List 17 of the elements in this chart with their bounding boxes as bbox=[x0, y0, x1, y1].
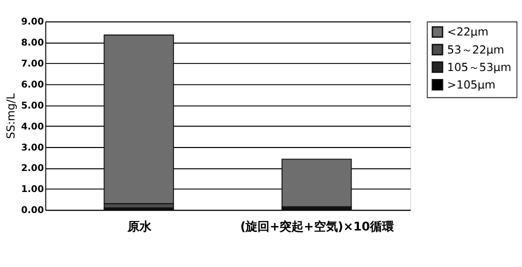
y-tick-label: 4.00 bbox=[21, 121, 44, 132]
y-tick-label: 5.00 bbox=[21, 100, 44, 112]
legend-label: >105μm bbox=[447, 78, 496, 92]
y-tick-label: 2.00 bbox=[21, 163, 44, 174]
y-tick-label: 3.00 bbox=[21, 142, 44, 154]
y-tick-label: 9.00 bbox=[21, 16, 44, 28]
y-tick-label: 1.00 bbox=[21, 184, 44, 196]
y-tick-label: 0.00 bbox=[21, 205, 44, 216]
legend-label: <22μm bbox=[447, 26, 488, 39]
y-tick-label: 8.00 bbox=[21, 38, 44, 49]
x-tick-label: 原水 bbox=[126, 220, 152, 234]
legend-label: 53～22μm bbox=[447, 43, 504, 56]
y-tick-label: 6.00 bbox=[21, 79, 44, 90]
legend-label: 105～53μm bbox=[447, 60, 512, 74]
x-tick-label: (旋回+突起+空気)×10循環 bbox=[240, 220, 396, 234]
y-tick-label: 7.00 bbox=[21, 58, 44, 70]
y-axis-title: SS:mg/L bbox=[4, 92, 18, 139]
